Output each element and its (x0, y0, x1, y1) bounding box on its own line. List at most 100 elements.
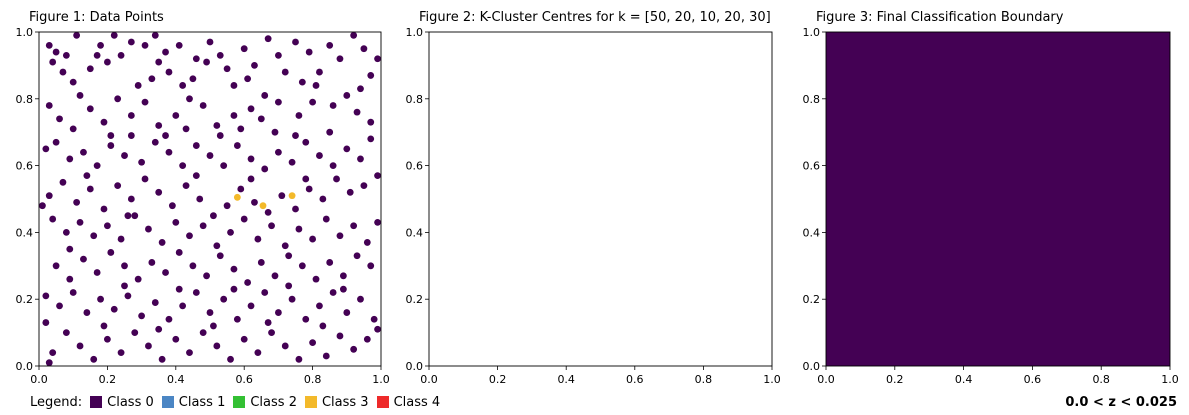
data-point-class-0 (336, 332, 344, 340)
data-point-class-0 (326, 128, 334, 136)
data-point-class-0 (233, 315, 241, 323)
data-point-class-0 (298, 262, 306, 270)
data-point-class-0 (285, 252, 293, 260)
data-point-class-0 (73, 198, 81, 206)
data-point-class-0 (213, 242, 221, 250)
data-point-class-0 (69, 78, 77, 86)
data-point-class-0 (52, 138, 60, 146)
legend: Legend: Class 0 Class 1 Class 2 Class 3 … (30, 393, 448, 411)
data-point-class-0 (261, 92, 269, 99)
x-tick-label: 0.2 (489, 373, 507, 386)
data-point-class-0 (93, 269, 101, 276)
data-point-class-0 (162, 132, 169, 139)
chart-title: Figure 2: K-Cluster Centres for k = [50,… (419, 10, 771, 25)
data-point-class-0 (203, 58, 210, 66)
data-point-class-0 (42, 319, 50, 326)
data-point-class-0 (182, 182, 190, 190)
data-point-class-0 (254, 349, 262, 357)
y-tick-label: 0.8 (406, 93, 424, 106)
data-point-class-0 (172, 335, 180, 343)
data-point-class-0 (350, 345, 358, 353)
y-tick-label: 0.4 (16, 226, 34, 239)
data-point-class-0 (230, 112, 238, 119)
data-point-class-0 (220, 162, 228, 170)
data-point-class-0 (97, 41, 104, 49)
data-point-class-0 (367, 72, 375, 79)
data-point-class-0 (59, 178, 67, 186)
data-point-class-0 (329, 162, 337, 170)
x-tick-label: 0.6 (1024, 373, 1042, 386)
data-point-class-0 (69, 125, 77, 133)
y-tick-label: 1.0 (16, 26, 34, 39)
data-point-class-0 (275, 98, 282, 106)
chart-panel-2: Figure 2: K-Cluster Centres for k = [50,… (406, 10, 781, 386)
data-point-class-0 (49, 215, 57, 223)
data-point-class-0 (189, 75, 197, 83)
data-point-class-0 (339, 272, 347, 280)
data-point-class-0 (223, 65, 231, 73)
data-point-class-0 (42, 292, 50, 300)
data-point-class-0 (131, 212, 139, 220)
data-point-class-0 (179, 162, 187, 170)
data-point-class-0 (148, 259, 156, 266)
data-point-class-3 (233, 193, 241, 201)
y-tick-label: 0.2 (803, 293, 821, 306)
data-point-class-0 (107, 132, 115, 139)
chart-panel-1: Figure 1: Data Points 0.0 0.2 0.4 0.6 0.8 1.0 0… (16, 10, 390, 386)
axes-frame (825, 31, 1171, 367)
data-point-class-0 (56, 302, 63, 310)
data-point-class-0 (240, 215, 248, 223)
data-point-class-0 (62, 51, 70, 59)
data-point-class-0 (206, 309, 214, 316)
data-point-class-0 (56, 115, 63, 123)
data-point-class-0 (329, 102, 337, 109)
legend-swatch-class-3 (304, 396, 317, 408)
data-point-class-0 (124, 212, 132, 220)
data-point-class-0 (165, 148, 173, 156)
y-tick-label: 1.0 (406, 26, 424, 39)
data-point-class-0 (357, 85, 364, 93)
data-point-class-0 (251, 198, 258, 206)
data-point-class-0 (104, 222, 111, 230)
legend-item-class-1: Class 1 (161, 394, 226, 410)
data-point-class-0 (90, 232, 98, 240)
data-point-class-0 (374, 218, 381, 226)
legend-swatch-class-4 (376, 396, 389, 408)
data-point-class-0 (175, 249, 183, 256)
data-point-class-0 (86, 65, 94, 73)
data-point-class-0 (62, 329, 70, 336)
data-point-class-0 (322, 215, 330, 223)
data-point-class-0 (148, 75, 156, 83)
data-point-class-0 (186, 95, 193, 103)
data-point-class-0 (189, 262, 197, 270)
data-point-class-0 (374, 325, 381, 333)
x-tick-label: 0.0 (817, 373, 835, 386)
data-point-class-0 (179, 82, 187, 89)
data-point-class-0 (83, 309, 91, 316)
data-point-class-0 (117, 51, 125, 59)
data-point-class-0 (66, 245, 74, 253)
legend-item-class-2: Class 2 (233, 395, 297, 410)
y-tick-label: 0.0 (803, 360, 821, 373)
legend-label-class-1: Class 1 (178, 394, 226, 410)
data-point-class-0 (230, 82, 238, 89)
legend-label-class-0: Class 0 (107, 394, 154, 410)
y-tick-label: 0.4 (803, 226, 821, 239)
legend-label-class-3: Class 3 (321, 394, 369, 410)
data-point-class-0 (247, 155, 255, 163)
data-point-class-0 (261, 165, 269, 173)
data-point-class-0 (45, 41, 53, 49)
y-tick-label: 0.6 (406, 160, 424, 173)
data-point-class-0 (192, 289, 200, 296)
legend-swatch-class-1 (161, 396, 174, 408)
data-point-class-0 (292, 132, 299, 139)
x-tick-label: 0.0 (420, 373, 438, 386)
axes-frame (38, 31, 382, 367)
data-point-class-0 (360, 45, 368, 53)
boundary-region (826, 32, 1170, 366)
data-point-class-0 (141, 98, 149, 106)
data-point-class-0 (275, 148, 282, 156)
data-point-class-0 (76, 218, 84, 226)
data-point-class-0 (333, 175, 340, 183)
data-point-class-0 (302, 315, 310, 323)
